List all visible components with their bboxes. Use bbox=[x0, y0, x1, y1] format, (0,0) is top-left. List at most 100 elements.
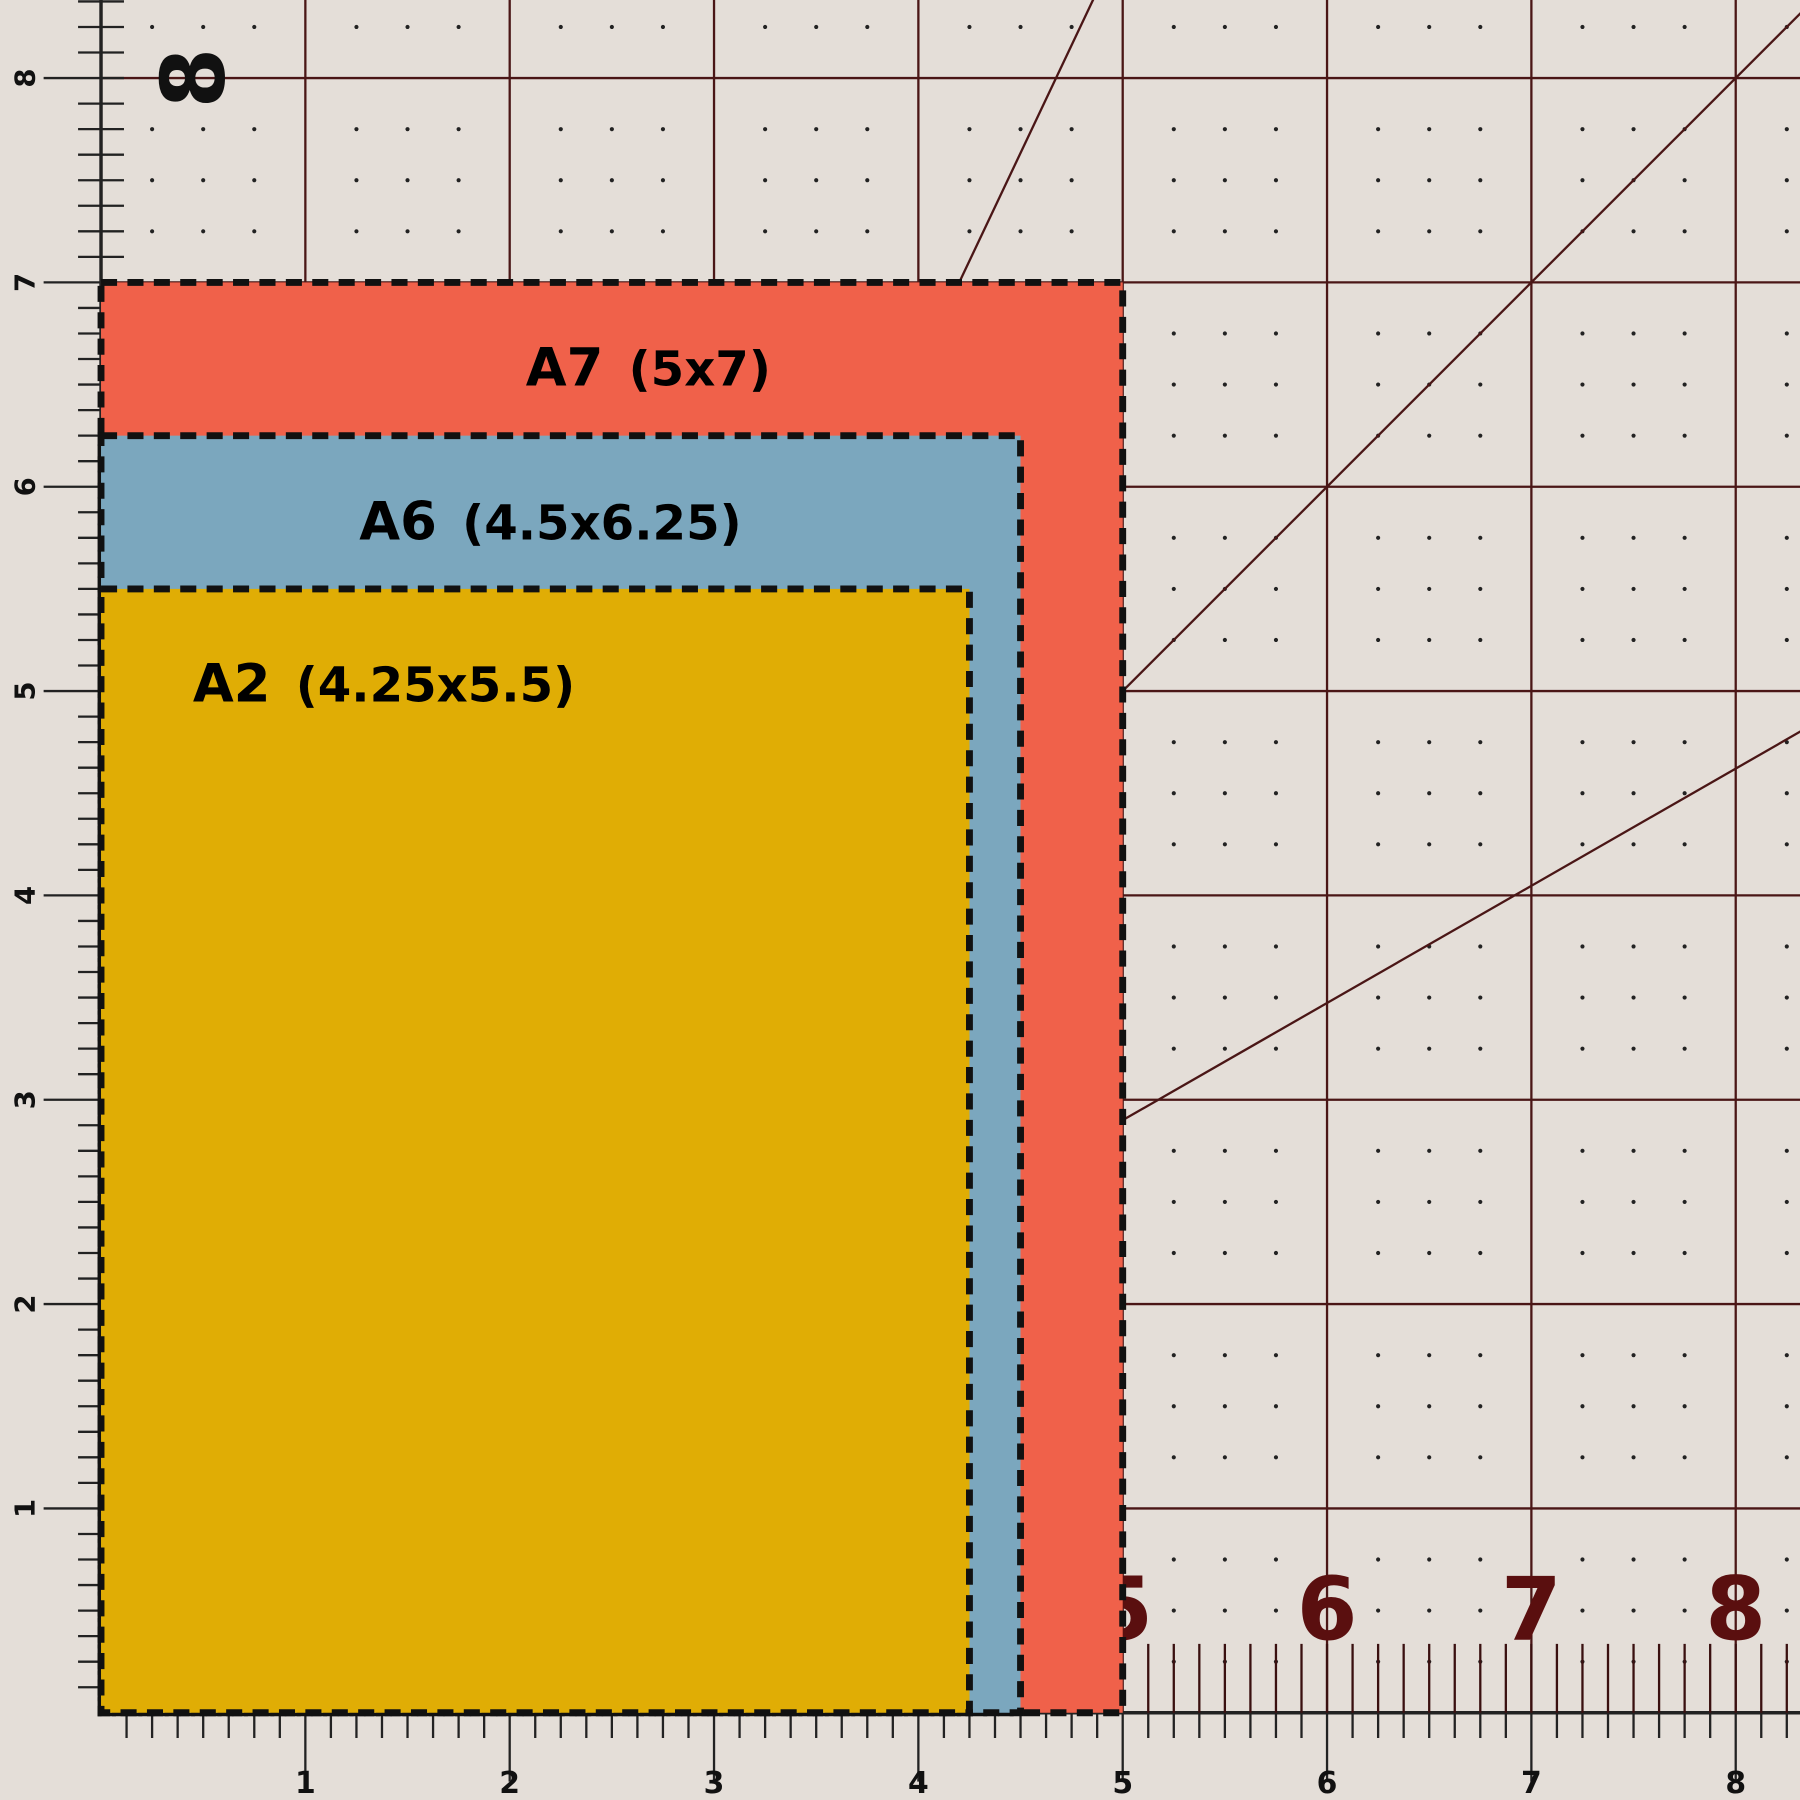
card-label-a2: A2 (4.25x5.5) bbox=[193, 653, 575, 714]
grid-dot bbox=[1631, 331, 1636, 336]
grid-dot bbox=[354, 24, 359, 30]
grid-dot bbox=[1580, 995, 1585, 1000]
grid-dot bbox=[558, 24, 563, 30]
grid-dot bbox=[1273, 229, 1279, 234]
grid-dot bbox=[1222, 944, 1227, 949]
grid-dot bbox=[1580, 842, 1585, 847]
grid-dot bbox=[1580, 1148, 1585, 1153]
grid-dot bbox=[1478, 1353, 1483, 1358]
grid-dot bbox=[1784, 1353, 1789, 1358]
mat-number: 7 bbox=[1501, 1558, 1562, 1660]
grid-dot bbox=[1171, 1557, 1176, 1562]
grid-dot bbox=[1478, 586, 1483, 591]
grid-dot bbox=[1171, 1353, 1176, 1358]
grid-dot bbox=[1171, 382, 1176, 387]
grid-dot bbox=[1631, 944, 1636, 949]
grid-dot bbox=[1631, 740, 1636, 745]
grid-dot bbox=[1580, 1199, 1585, 1204]
left-ruler-label: 2 bbox=[9, 1294, 41, 1313]
bottom-ruler-label: 5 bbox=[1112, 1766, 1133, 1800]
grid-dot bbox=[1682, 1046, 1687, 1051]
grid-dot bbox=[1222, 1199, 1227, 1204]
grid-dot bbox=[1580, 586, 1585, 591]
grid-dot bbox=[967, 178, 972, 183]
grid-dot bbox=[1580, 1404, 1585, 1409]
grid-dot bbox=[1376, 740, 1381, 745]
grid-dot bbox=[763, 24, 768, 30]
grid-dot bbox=[201, 178, 206, 183]
grid-dot bbox=[1478, 1148, 1483, 1153]
grid-dot bbox=[1222, 1353, 1227, 1358]
grid-dot bbox=[1427, 1455, 1432, 1460]
grid-dot bbox=[1273, 331, 1279, 336]
grid-dot bbox=[1682, 331, 1687, 336]
grid-dot bbox=[1222, 1250, 1227, 1256]
grid-dot bbox=[1580, 127, 1585, 132]
bottom-ruler-label: 4 bbox=[908, 1766, 929, 1800]
grid-dot bbox=[1376, 637, 1381, 643]
grid-dot bbox=[1273, 382, 1279, 387]
grid-dot bbox=[1273, 1148, 1279, 1153]
grid-dot bbox=[1631, 842, 1636, 847]
bottom-ruler-label: 2 bbox=[499, 1766, 520, 1800]
grid-dot bbox=[1631, 24, 1636, 30]
grid-dot bbox=[1631, 586, 1636, 591]
grid-dot bbox=[1784, 1557, 1789, 1562]
diagonal-60 bbox=[958, 0, 1095, 283]
grid-dot bbox=[1478, 24, 1483, 30]
grid-dot bbox=[1784, 178, 1789, 183]
grid-dot bbox=[1222, 331, 1227, 336]
grid-dot bbox=[1273, 178, 1279, 183]
grid-dot bbox=[1478, 433, 1483, 438]
grid-dot bbox=[1273, 1353, 1279, 1358]
grid-dot bbox=[1376, 1199, 1381, 1204]
grid-dot bbox=[1222, 637, 1227, 643]
grid-dot bbox=[1222, 433, 1227, 438]
grid-dot bbox=[763, 178, 768, 183]
grid-dot bbox=[1682, 1608, 1687, 1613]
grid-dot bbox=[1273, 791, 1279, 796]
grid-dot bbox=[1376, 791, 1381, 796]
grid-dot bbox=[1682, 944, 1687, 949]
grid-dot bbox=[967, 127, 972, 132]
grid-dot bbox=[1171, 995, 1176, 1000]
grid-dot bbox=[1376, 1608, 1381, 1613]
grid-dot bbox=[1222, 791, 1227, 796]
grid-dot bbox=[1171, 433, 1176, 438]
grid-dot bbox=[1682, 535, 1687, 540]
grid-dot bbox=[814, 24, 819, 30]
grid-dot bbox=[252, 178, 257, 183]
left-ruler-label: 1 bbox=[9, 1499, 41, 1518]
grid-dot bbox=[1478, 178, 1483, 183]
grid-dot bbox=[1171, 1455, 1176, 1460]
grid-dot bbox=[1273, 1455, 1279, 1460]
grid-dot bbox=[1427, 995, 1432, 1000]
grid-dot bbox=[354, 178, 359, 183]
grid-dot bbox=[1171, 791, 1176, 796]
grid-dot bbox=[1580, 791, 1585, 796]
grid-dot bbox=[1018, 229, 1023, 234]
grid-dot bbox=[1784, 433, 1789, 438]
grid-dot bbox=[1018, 127, 1023, 132]
grid-dot bbox=[1427, 24, 1432, 30]
grid-dot bbox=[1427, 586, 1432, 591]
grid-dot bbox=[1478, 229, 1483, 234]
grid-dot bbox=[1478, 127, 1483, 132]
grid-dot bbox=[1631, 1199, 1636, 1204]
grid-dot bbox=[1784, 995, 1789, 1000]
grid-dot bbox=[252, 229, 257, 234]
grid-dot bbox=[1631, 1557, 1636, 1562]
left-ruler-label: 4 bbox=[9, 886, 41, 905]
grid-dot bbox=[354, 229, 359, 234]
grid-dot bbox=[814, 229, 819, 234]
mat-number: 6 bbox=[1297, 1558, 1358, 1660]
bottom-ruler-label: 8 bbox=[1725, 1766, 1746, 1800]
grid-dot bbox=[1427, 791, 1432, 796]
grid-dot bbox=[1222, 382, 1227, 387]
grid-dot bbox=[1631, 791, 1636, 796]
grid-dot bbox=[1171, 1404, 1176, 1409]
grid-dot bbox=[456, 229, 461, 234]
grid-dot bbox=[1478, 535, 1483, 540]
grid-dot bbox=[1784, 791, 1789, 796]
grid-dot bbox=[201, 127, 206, 132]
